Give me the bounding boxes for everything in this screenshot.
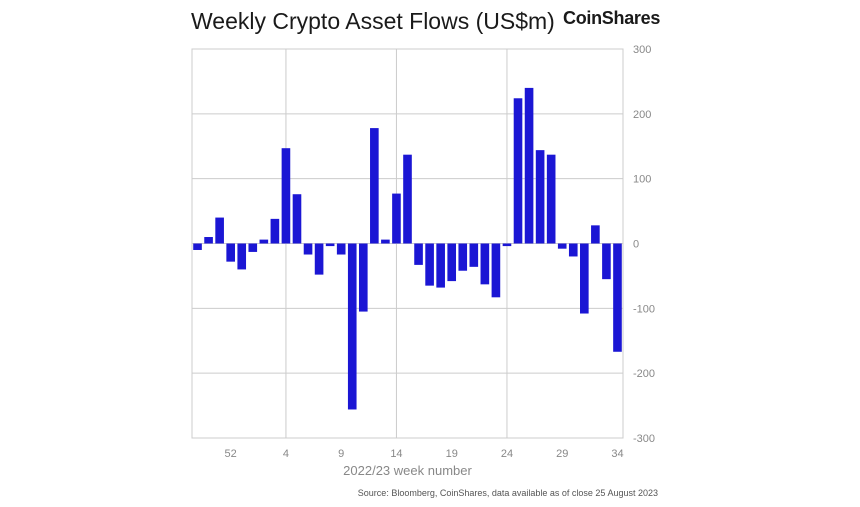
bar [591,225,600,244]
x-axis-label: 2022/23 week number [343,463,472,478]
source-note: Source: Bloomberg, CoinShares, data avai… [357,488,658,498]
x-tick-label: 19 [446,448,458,460]
y-tick-label: -200 [633,368,655,380]
x-tick-label: 52 [225,448,237,460]
bar [392,193,401,244]
bar [557,243,567,249]
bar [436,243,445,288]
bar [248,243,258,252]
y-tick-label: 0 [633,239,639,251]
y-tick-label: -100 [633,303,655,315]
bar [381,239,390,244]
bar [602,243,611,280]
bar [513,98,523,244]
bar [458,243,468,271]
x-tick-label: 14 [390,448,402,460]
bar [403,154,412,244]
y-tick-label: 200 [633,109,651,121]
coinshares-logo: CoinShares [563,8,661,28]
bar [292,194,302,244]
bar [358,243,368,312]
axis-layer: 300 200 100 0 -100 -200 -300 52 4 9 14 19 24 29 34 2022… [225,44,655,478]
bar [580,243,589,314]
y-tick-label: 100 [633,174,651,186]
bar [215,217,224,244]
x-tick-label: 24 [501,448,513,460]
bar [469,243,479,267]
bar [204,237,213,244]
chart-title: Weekly Crypto Asset Flows (US$m) [191,8,555,34]
bar [303,243,313,255]
bar [546,154,556,244]
bars-layer [193,87,622,410]
bar [370,128,379,244]
bar [226,243,235,262]
bar [325,243,335,247]
bar [502,243,512,247]
bar [613,243,622,352]
x-tick-label: 9 [338,448,344,460]
bar [281,148,291,244]
bar [480,243,490,285]
bar [314,243,324,275]
bar [524,87,534,244]
bar [414,243,423,265]
bar [447,243,457,282]
bar [259,239,269,244]
bar [336,243,346,255]
bar [193,243,202,250]
bar [270,218,280,244]
bar [568,243,578,257]
y-tick-label: 300 [633,44,651,56]
x-tick-label: 34 [611,448,623,460]
bar [491,243,501,298]
x-tick-label: 4 [283,448,289,460]
bar [347,243,357,410]
y-tick-label: -300 [633,433,655,445]
x-tick-label: 29 [556,448,568,460]
bar [425,243,434,286]
bar [535,150,545,244]
bar [237,243,247,270]
